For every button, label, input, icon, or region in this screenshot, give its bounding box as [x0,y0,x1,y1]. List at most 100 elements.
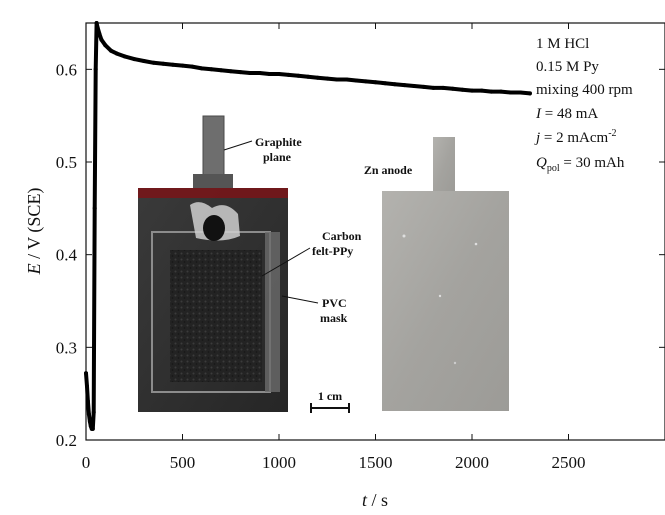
y-tick-label: 0.2 [56,431,77,450]
data-point [421,84,426,89]
graphite-label-line1: Graphite [255,135,302,149]
y-tick-label: 0.5 [56,153,77,172]
data-point [498,89,503,94]
data-point [257,71,262,75]
data-point [90,426,95,431]
x-tick-label: 0 [82,453,91,472]
data-point [334,77,339,82]
data-point [141,59,146,63]
data-point [228,69,233,74]
x-tick-label: 2500 [552,453,586,472]
scale-bar: 1 cm [310,389,350,413]
data-point [238,70,243,75]
pvc-label-line1: PVC [322,296,347,310]
annotation-charge: Qpol = 30 mAh [536,155,625,174]
data-point [412,84,417,88]
data-point [180,63,185,68]
data-point [277,72,281,76]
data-point [460,87,465,92]
conditions-annotation: 1 M HCl 0.15 M Py mixing 400 rpm I = 48 … [534,36,633,174]
data-point [402,83,407,88]
scale-bar-label: 1 cm [318,389,342,403]
dark-blob [203,215,225,241]
data-point [363,79,368,84]
data-point [99,37,104,42]
data-point [392,82,397,87]
carbon-label-line1: Carbon [322,229,362,243]
data-point [93,67,98,72]
y-axis-title: E / V (SCE) [24,188,45,276]
annotation-pyrrole: 0.15 M Py [536,59,599,75]
data-point [450,86,455,91]
x-tick-label: 500 [170,453,196,472]
electrode-top-tint [138,188,288,198]
x-axis-ticks: 0 500 1000 1500 2000 2500 [82,23,586,472]
data-point [109,48,114,53]
y-tick-label: 0.4 [56,246,78,265]
annotation-current: I = 48 mA [535,106,598,122]
zn-anode-photo: Zn anode [364,137,509,411]
data-point [267,72,272,76]
zn-anode-label: Zn anode [364,163,413,177]
data-point [95,25,100,30]
data-point [87,419,92,424]
data-point [489,89,494,94]
annotation-mixing: mixing 400 rpm [536,82,633,98]
data-point [518,90,523,95]
data-point [306,74,310,79]
carbon-label-line2: felt-PPy [312,244,353,258]
data-point [219,68,224,73]
x-tick-label: 1000 [262,453,296,472]
data-point [170,62,175,67]
data-point [431,85,436,90]
data-point [315,75,320,80]
pvc-side-strip [265,232,280,392]
data-point [84,371,88,376]
data-point [527,91,532,96]
data-point [91,410,96,415]
data-point [383,81,388,86]
data-point [199,66,204,71]
pvc-label-line2: mask [320,311,348,325]
ppy-electrode-photo: Graphite plane Carbon felt-PPy PVC mask … [138,115,362,413]
graphite-label-line2: plane [263,150,292,164]
data-point [85,384,89,389]
y-tick-label: 0.3 [56,338,77,357]
data-point [85,399,90,404]
data-point [132,57,137,62]
data-point [94,21,99,25]
x-tick-label: 1500 [359,453,393,472]
data-point [508,90,513,95]
data-point [248,71,252,75]
carbon-leader [261,247,311,277]
series-points [84,21,532,431]
graphite-clamp [193,174,233,190]
data-point [103,43,108,48]
data-point [151,60,156,65]
data-point [161,61,166,66]
annotation-electrolyte: 1 M HCl [536,36,589,52]
x-axis-title: t / s [362,490,388,510]
data-point [479,88,484,93]
data-point [190,64,195,69]
data-point [296,73,301,78]
y-axis-ticks: 0.2 0.3 0.4 0.5 0.6 [56,60,665,450]
data-point [441,85,446,90]
pvc-leader [281,295,319,304]
data-point [97,32,102,37]
data-point [122,54,127,59]
data-point [470,88,474,93]
data-point [354,78,359,83]
carbon-felt-ppy [170,250,262,382]
data-point [325,76,330,81]
data-point [344,77,349,82]
data-point [86,412,91,417]
zn-anode-plate [382,191,509,411]
y-tick-label: 0.6 [56,60,77,79]
data-point [114,51,119,56]
data-point [373,80,378,85]
zn-anode-tab [433,137,455,193]
graphite-plane-rod [202,115,225,179]
data-point [92,206,97,211]
